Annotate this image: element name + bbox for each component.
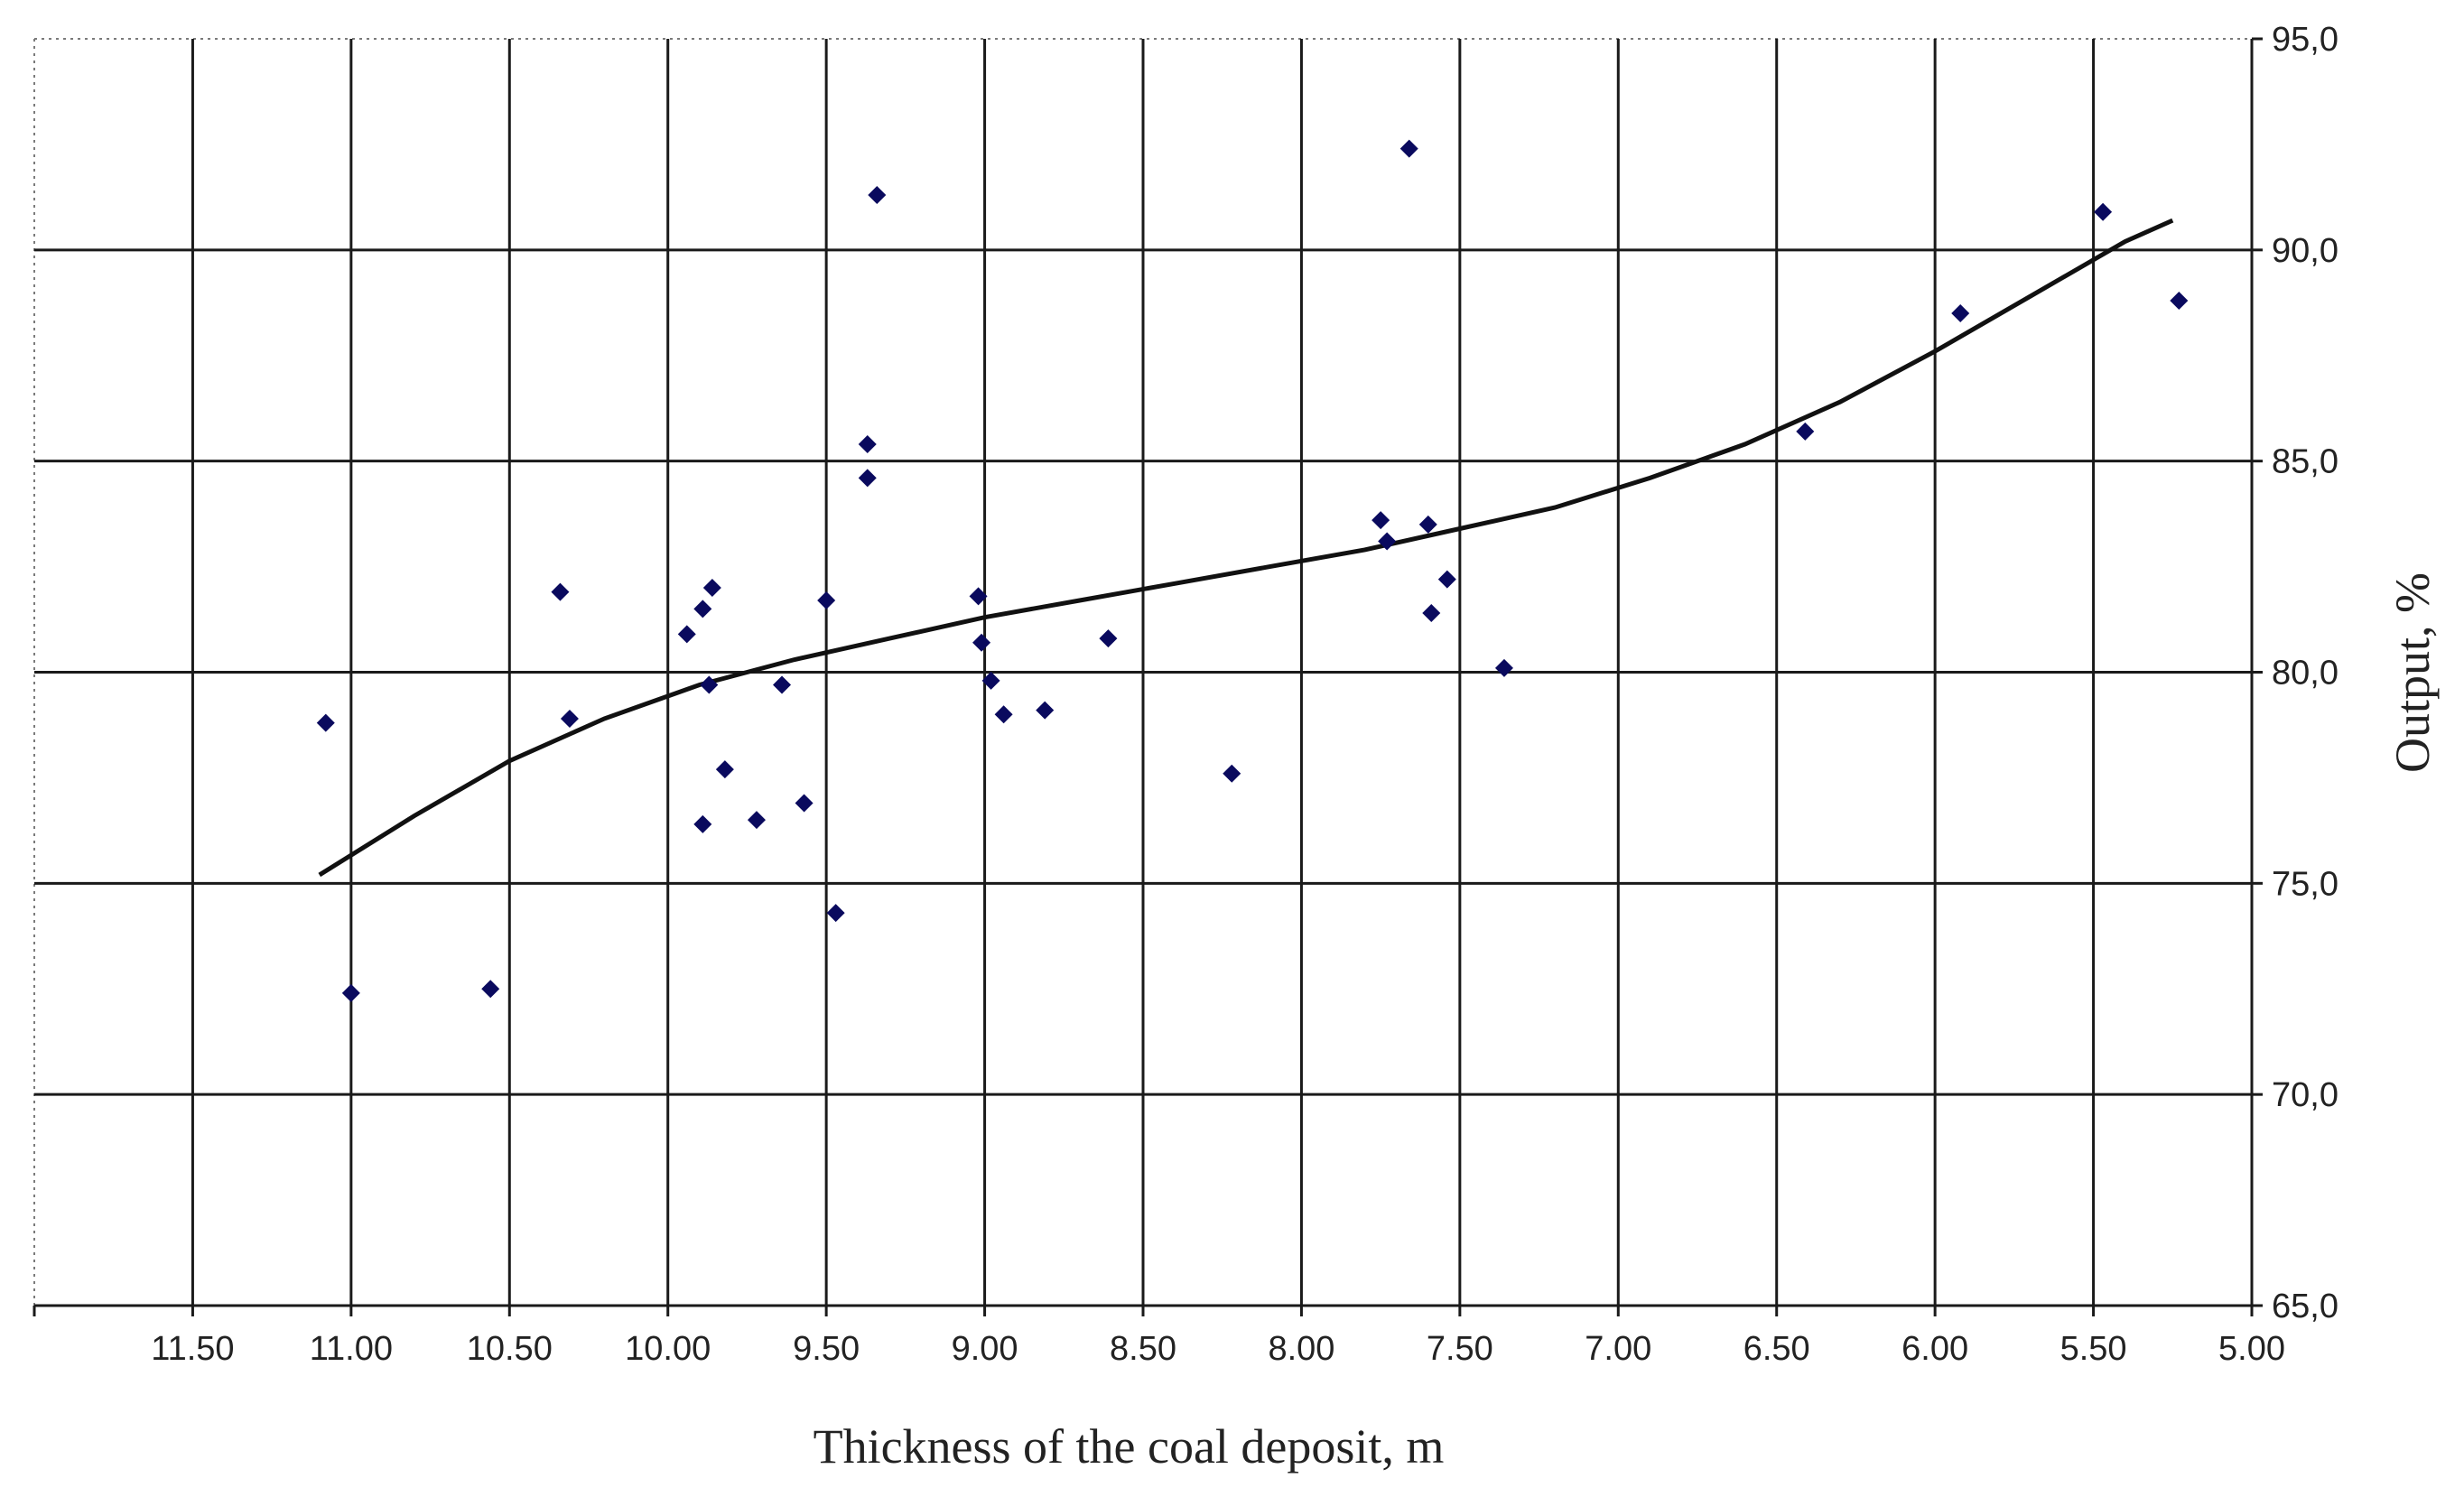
data-point — [677, 625, 696, 644]
y-tick-label: 95,0 — [2272, 21, 2338, 59]
y-tick-labels: 65,0 70,0 75,0 80,0 85,0 90,0 95,0 — [2272, 21, 2338, 1325]
data-point — [773, 675, 792, 694]
x-tick-label: 11.00 — [310, 1330, 393, 1368]
data-point — [702, 578, 721, 597]
y-axis-title: Output, % — [2385, 572, 2440, 773]
x-tick-label: 8.50 — [1110, 1330, 1176, 1368]
data-point — [1494, 658, 1513, 677]
data-point — [2094, 202, 2113, 221]
data-point — [981, 671, 1000, 690]
y-tick-label: 90,0 — [2272, 232, 2338, 270]
data-point — [551, 582, 570, 601]
data-point — [1371, 511, 1390, 530]
data-point — [1099, 629, 1118, 648]
data-point — [1399, 139, 1418, 158]
data-point — [972, 633, 991, 652]
trend-line — [318, 218, 2174, 878]
data-point — [693, 814, 712, 833]
x-tick-label: 10.50 — [467, 1330, 553, 1368]
data-point — [700, 675, 719, 694]
data-point — [316, 713, 335, 732]
y-tick-label: 65,0 — [2272, 1288, 2338, 1325]
x-tick-label: 9.50 — [793, 1330, 860, 1368]
x-tick-label: 5.50 — [2060, 1330, 2127, 1368]
data-point — [693, 600, 712, 618]
data-point — [817, 590, 836, 609]
y-tick-label: 70,0 — [2272, 1076, 2338, 1114]
data-point — [858, 469, 877, 488]
data-point — [969, 587, 988, 606]
data-point — [2170, 291, 2189, 310]
x-tick-label: 11.50 — [151, 1330, 234, 1368]
scatter-series — [316, 139, 2189, 1002]
x-tick-label: 6.00 — [1901, 1330, 1968, 1368]
x-tick-label: 9.00 — [952, 1330, 1018, 1368]
data-point — [1951, 303, 1970, 322]
data-point — [1418, 515, 1437, 534]
data-point — [1378, 532, 1397, 551]
data-point — [1036, 701, 1055, 720]
data-point — [994, 705, 1013, 724]
x-tick-label: 8.00 — [1268, 1330, 1334, 1368]
x-tick-label: 10.00 — [625, 1330, 711, 1368]
data-point — [858, 434, 877, 453]
x-tick-label: 6.50 — [1743, 1330, 1810, 1368]
trend-series — [318, 218, 2174, 878]
y-tick-label: 75,0 — [2272, 865, 2338, 903]
data-point — [826, 904, 845, 923]
x-tick-label: 7.50 — [1427, 1330, 1493, 1368]
x-tick-labels: 11.50 11.00 10.50 10.00 9.50 9.00 8.50 8.00 7.50… — [151, 1330, 2285, 1368]
data-point — [1796, 422, 1815, 441]
data-point — [1422, 604, 1441, 623]
data-point — [560, 709, 579, 728]
y-tick-label: 80,0 — [2272, 655, 2338, 693]
data-point — [747, 811, 766, 830]
data-point — [1437, 570, 1456, 589]
data-point — [1223, 764, 1241, 783]
x-axis-title: Thickness of the coal deposit, m — [814, 1419, 1445, 1474]
x-tick-label: 7.00 — [1585, 1330, 1651, 1368]
data-point — [481, 980, 500, 999]
data-point — [868, 186, 887, 205]
axes — [33, 37, 2263, 1316]
x-tick-label: 5.00 — [2218, 1330, 2285, 1368]
data-point — [341, 983, 360, 1002]
grid — [33, 38, 2252, 1306]
data-point — [795, 794, 814, 813]
y-tick-label: 85,0 — [2272, 443, 2338, 481]
data-point — [715, 760, 734, 779]
